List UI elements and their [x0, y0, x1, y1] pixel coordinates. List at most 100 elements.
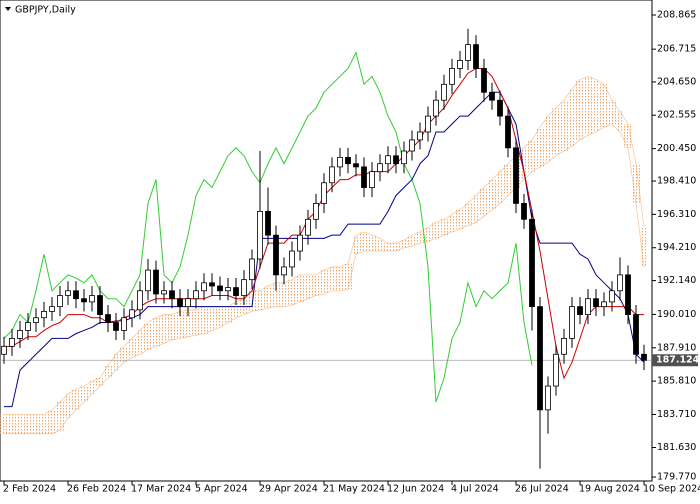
candle-body [529, 218, 535, 308]
cloud-segment [568, 89, 576, 147]
candle-body [369, 171, 375, 188]
cloud-segment [264, 285, 272, 309]
candle-body [321, 182, 327, 204]
cloud-segment [432, 222, 440, 239]
candle-body [537, 306, 543, 411]
cloud-segment [160, 314, 168, 344]
cloud-segment [280, 282, 288, 307]
candle-body [409, 139, 415, 152]
candle-body [441, 83, 447, 101]
candle-body [193, 290, 199, 300]
candle-body [593, 298, 599, 308]
candle-body [457, 60, 463, 69]
x-tick-label: 19 Aug 2024 [579, 484, 640, 495]
candle-body [121, 317, 127, 331]
cloud-segment [88, 381, 96, 394]
candle-body [545, 385, 551, 411]
candle-body [17, 330, 23, 339]
y-tick-label: 196.310 [657, 209, 696, 220]
cloud-segment [40, 414, 48, 434]
candle-body [281, 266, 287, 276]
candle-body [249, 258, 255, 281]
cloud-segment [24, 414, 32, 434]
cloud-segment [616, 111, 624, 132]
cloud-segment [624, 124, 632, 148]
x-tick-label: 26 Jul 2024 [515, 484, 569, 495]
candle-body [265, 210, 271, 236]
candle-body [233, 287, 239, 296]
cloud-segment [544, 116, 552, 163]
cloud-segment [576, 79, 584, 140]
cloud-segment [16, 414, 24, 434]
cloud-segment [528, 139, 536, 172]
cloud-segment [400, 239, 408, 248]
cloud-segment [472, 195, 480, 223]
candle-body [481, 68, 487, 93]
last-price-box [652, 354, 698, 367]
cloud-segment [64, 393, 72, 418]
candle-body [65, 290, 71, 296]
candle-body [633, 314, 639, 355]
candle-body [377, 163, 383, 173]
candle-body [9, 337, 15, 347]
cloud-segment [80, 386, 88, 402]
cloud-segment [584, 76, 592, 136]
cloud-segment [192, 309, 200, 336]
cloud-segment [56, 401, 64, 431]
candle-body [209, 282, 215, 287]
candle-body [297, 234, 303, 252]
candle-body [257, 210, 263, 260]
candle-body [601, 301, 607, 308]
candle-body [465, 44, 471, 61]
candle-body [553, 353, 559, 387]
candle-body [353, 163, 359, 168]
y-tick-label: 202.555 [657, 110, 696, 121]
cloud-segment [96, 378, 104, 387]
cloud-segment [288, 279, 296, 306]
cloud-segment [208, 306, 216, 331]
y-tick-label: 187.910 [657, 342, 696, 353]
y-tick-label: 206.715 [657, 44, 696, 55]
candle-body [505, 115, 511, 149]
axes: 208.865 206.715 204.650 202.555 200.450 198.4… [3, 10, 700, 495]
candle-body [273, 234, 279, 276]
cloud-segment [344, 263, 352, 290]
cloud-segment [384, 243, 392, 252]
candle-body [401, 150, 407, 165]
plot-area [0, 28, 652, 469]
cloud-segment [48, 409, 56, 434]
candle-body [185, 298, 191, 308]
candle-body [289, 250, 295, 268]
cloud-segment [328, 266, 336, 291]
cloud-segment [376, 238, 384, 252]
cloud-segment [224, 306, 232, 323]
cloud-segment [304, 274, 312, 299]
x-tick-label: 4 Jul 2024 [451, 484, 499, 495]
candle-body [241, 279, 247, 296]
candle-body [105, 314, 111, 323]
candle-body [337, 156, 343, 168]
cloud-segment [144, 322, 152, 350]
menu-triangle[interactable] [5, 7, 11, 11]
y-tick-label: 198.410 [657, 176, 696, 187]
x-tick-label: 5 Apr 2024 [195, 484, 248, 495]
cloud-segment [112, 354, 120, 371]
y-tick-label: 183.710 [657, 409, 696, 420]
cloud-segment [368, 235, 376, 252]
y-tick-label: 204.650 [657, 76, 696, 87]
candle-body [217, 285, 223, 292]
cloud-segment [104, 365, 112, 379]
candle-body [201, 282, 207, 292]
candle-body [137, 290, 143, 311]
candle-body [345, 156, 351, 165]
cloud-segment [72, 389, 80, 410]
candle-body [569, 306, 575, 339]
plot-frame [0, 0, 653, 482]
candle-body [113, 322, 119, 331]
chart-title: GBPJPY,Daily [15, 5, 76, 16]
candle-body [449, 68, 455, 85]
x-tick-label: 26 Feb 2024 [67, 484, 126, 495]
cloud-segment [392, 243, 400, 252]
x-tick-label: 2 Feb 2024 [3, 484, 56, 495]
